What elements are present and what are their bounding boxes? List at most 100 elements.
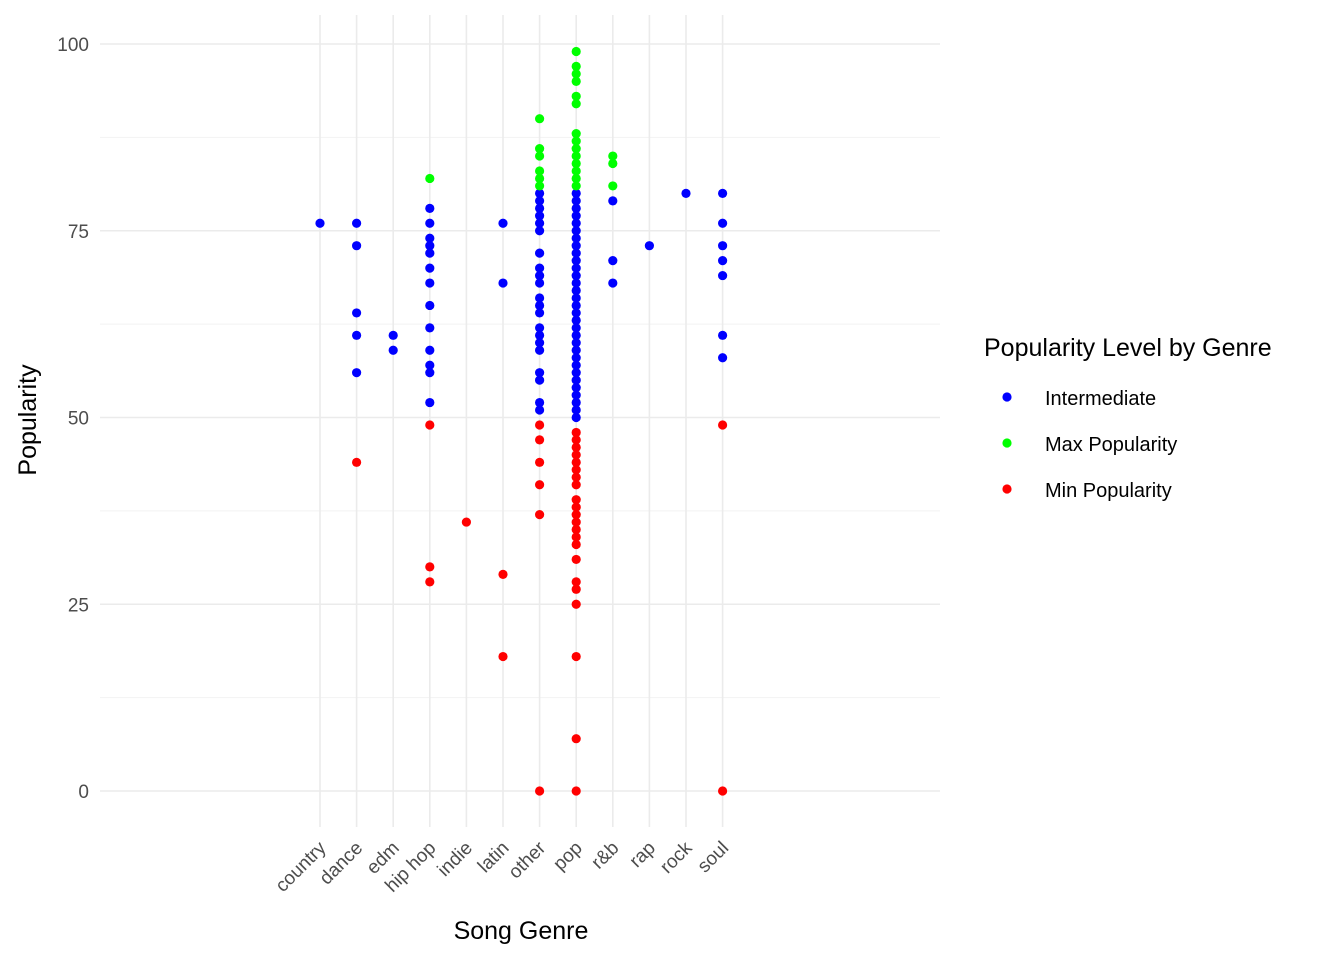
data-point	[571, 143, 581, 154]
data-point	[571, 99, 581, 109]
data-point	[718, 188, 728, 198]
data-point	[571, 651, 581, 662]
data-point	[608, 181, 618, 191]
data-point	[571, 330, 581, 340]
data-point	[718, 241, 728, 251]
data-point	[535, 114, 545, 124]
data-point	[425, 360, 435, 370]
data-point	[535, 345, 545, 355]
data-points	[315, 46, 728, 796]
data-point	[571, 472, 581, 482]
data-point	[571, 450, 581, 460]
data-point	[571, 308, 581, 318]
legend-marker	[1002, 438, 1012, 448]
data-point	[425, 263, 435, 273]
data-point	[352, 368, 362, 378]
data-point	[571, 554, 581, 565]
y-tick-label: 75	[68, 222, 89, 243]
data-point	[571, 599, 581, 609]
data-point	[571, 151, 581, 161]
data-point	[571, 188, 581, 198]
data-point	[718, 218, 728, 228]
data-point	[535, 226, 545, 236]
data-point	[571, 293, 581, 303]
data-point	[571, 256, 581, 266]
data-point	[571, 345, 581, 355]
data-point	[571, 46, 581, 57]
data-point	[498, 218, 508, 228]
data-point	[571, 427, 581, 438]
data-point	[571, 383, 581, 393]
data-point	[535, 151, 545, 161]
data-point	[608, 151, 618, 161]
data-point	[571, 405, 581, 415]
data-point	[571, 69, 581, 79]
data-point	[571, 233, 581, 243]
data-point	[535, 338, 545, 348]
data-point	[571, 338, 581, 348]
data-point	[571, 495, 581, 505]
x-tick-label: indie	[434, 838, 477, 881]
data-point	[535, 173, 545, 184]
data-point	[461, 517, 471, 527]
data-point	[425, 241, 435, 251]
data-point	[571, 532, 581, 542]
data-point	[571, 300, 581, 311]
data-point	[571, 457, 581, 467]
data-point	[535, 218, 545, 228]
legend-title: Popularity Level by Genre	[984, 334, 1272, 362]
x-tick-label: other	[505, 837, 551, 883]
data-point	[571, 375, 581, 385]
data-point	[718, 353, 728, 363]
data-point	[425, 233, 435, 243]
data-point	[571, 734, 581, 744]
data-point	[571, 173, 581, 184]
data-point	[535, 143, 545, 154]
data-point	[425, 323, 435, 333]
data-point	[535, 420, 545, 430]
legend-label: Min Popularity	[1045, 480, 1172, 502]
data-point	[425, 248, 435, 258]
data-point	[571, 76, 581, 86]
data-point	[535, 300, 545, 311]
data-point	[571, 539, 581, 550]
data-point	[352, 457, 362, 467]
data-point	[571, 181, 581, 191]
data-point	[571, 203, 581, 213]
y-tick-label: 0	[78, 782, 89, 803]
data-point	[535, 330, 545, 340]
data-point	[571, 442, 581, 452]
data-point	[608, 158, 618, 169]
data-point	[571, 158, 581, 169]
data-point	[571, 360, 581, 370]
data-point	[388, 345, 398, 355]
data-point	[425, 173, 435, 184]
data-point	[644, 241, 655, 251]
data-point	[535, 278, 545, 288]
data-point	[571, 226, 581, 236]
data-point	[571, 502, 581, 512]
data-point	[718, 330, 728, 340]
data-point	[571, 390, 581, 400]
data-point	[425, 278, 435, 288]
data-point	[535, 211, 545, 221]
y-tick-label: 100	[57, 35, 89, 56]
data-point	[571, 510, 581, 520]
data-point	[681, 188, 691, 198]
data-point	[571, 412, 581, 423]
data-point	[535, 323, 545, 333]
data-point	[352, 330, 362, 340]
data-point	[571, 786, 581, 796]
data-point	[425, 397, 435, 408]
data-point	[571, 136, 581, 146]
data-point	[535, 263, 545, 273]
data-point	[718, 420, 728, 430]
x-tick-label: rap	[626, 838, 660, 872]
data-point	[535, 188, 545, 198]
y-tick-label: 25	[68, 595, 89, 616]
data-point	[571, 465, 581, 475]
data-point	[571, 263, 581, 273]
legend-marker	[1002, 392, 1012, 402]
